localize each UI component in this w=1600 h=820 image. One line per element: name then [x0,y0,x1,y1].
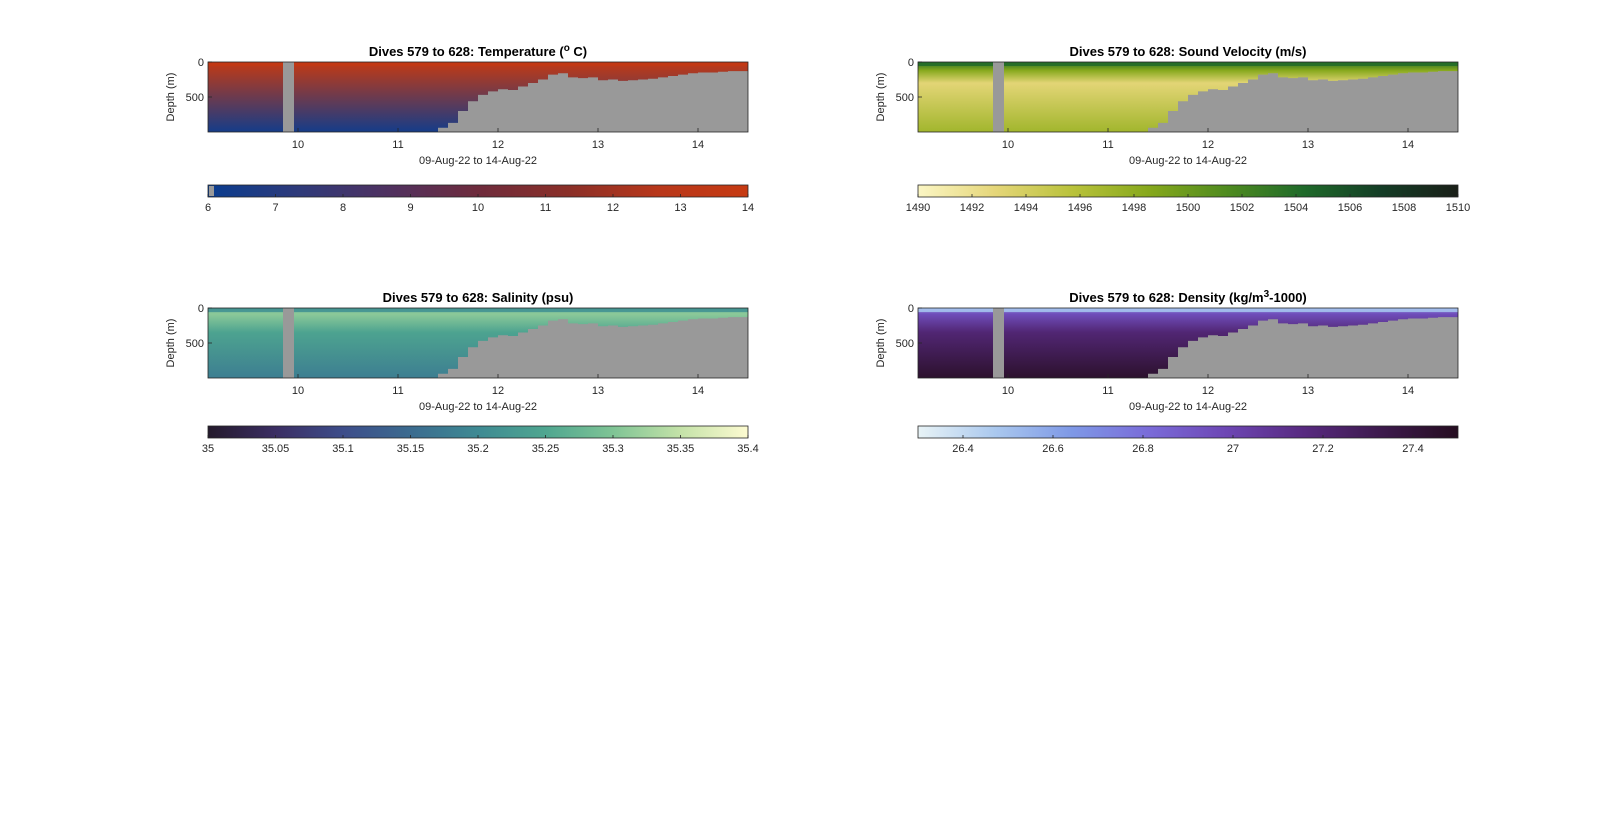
x-tick-label: 12 [492,139,504,151]
colorbar-tick-label: 1504 [1284,202,1308,214]
colorbar-tick-label: 35.15 [397,443,425,455]
x-tick-label: 11 [392,139,403,151]
colorbar-tick-label: 27.4 [1402,443,1423,455]
colorbar-tick-label: 1502 [1230,202,1254,214]
data-gap-column [993,62,1004,132]
chart-panel-temperature: Dives 579 to 628: Temperature (o C) 0 500 D… [165,43,754,214]
colorbar-tick-label: 35.1 [332,443,353,455]
x-axis-label: 09-Aug-22 to 14-Aug-22 [1129,401,1247,413]
colorbar-tick-label: 26.8 [1132,443,1153,455]
colorbar-tick-label: 35.2 [467,443,488,455]
chart-title: Dives 579 to 628: Temperature (o C) [369,43,587,59]
colorbar-tick-label: 35 [202,443,214,455]
x-tick-label: 11 [1102,385,1113,397]
surface-band [208,308,748,312]
y-tick-label: 0 [908,303,914,315]
colorbar-tick-label: 14 [742,202,754,214]
x-tick-label: 12 [1202,385,1214,397]
surface-band [208,62,748,66]
x-tick-label: 14 [1402,139,1414,151]
data-gap-column [993,308,1004,378]
x-tick-label: 13 [1302,139,1314,151]
colorbar-tick-label: 1508 [1392,202,1416,214]
y-tick-label: 500 [896,338,914,350]
x-tick-label: 12 [492,385,504,397]
colorbar-tick-label: 1498 [1122,202,1146,214]
colorbar-tick-label: 13 [674,202,686,214]
y-tick-label: 0 [908,57,914,69]
colorbar-tick-label: 1510 [1446,202,1470,214]
x-axis-label: 09-Aug-22 to 14-Aug-22 [1129,155,1247,167]
chart-title: Dives 579 to 628: Sound Velocity (m/s) [1070,44,1307,59]
seafloor-nodata-area [918,316,1458,378]
x-tick-label: 12 [1202,139,1214,151]
seafloor-nodata-area [918,70,1458,132]
y-tick-label: 500 [186,338,204,350]
colorbar-tick-label: 1494 [1014,202,1038,214]
colorbar-tick-label: 1490 [906,202,930,214]
y-tick-label: 0 [198,57,204,69]
colorbar-tick-label: 1496 [1068,202,1092,214]
chart-panel-sound-velocity: Dives 579 to 628: Sound Velocity (m/s) 0 5… [875,44,1470,214]
x-tick-label: 14 [692,139,704,151]
colorbar-tick-label: 1506 [1338,202,1362,214]
x-tick-label: 10 [1002,385,1014,397]
colorbar-tick-label: 26.6 [1042,443,1063,455]
chart-panel-salinity: Dives 579 to 628: Salinity (psu) 0 500 Dept… [165,290,759,455]
colorbar-tick-label: 7 [272,202,278,214]
surface-band [918,62,1458,66]
x-axis-label: 09-Aug-22 to 14-Aug-22 [419,401,537,413]
seafloor-nodata-area [208,70,748,132]
surface-band [918,308,1458,312]
data-gap-column [283,308,294,378]
chart-panel-density: Dives 579 to 628: Density (kg/m3-1000) 0 5… [875,289,1459,455]
x-tick-label: 13 [592,139,604,151]
colorbar-tick-label: 35.05 [262,443,290,455]
x-tick-label: 10 [292,385,304,397]
seafloor-nodata-area [208,316,748,378]
colorbar-tick-label: 35.35 [667,443,695,455]
y-tick-label: 0 [198,303,204,315]
x-tick-label: 10 [1002,139,1014,151]
y-axis-label: Depth (m) [165,319,177,368]
colorbar-tick-label: 6 [205,202,211,214]
colorbar-tick-label: 1492 [960,202,984,214]
y-axis-label: Depth (m) [165,73,177,122]
y-axis-label: Depth (m) [875,73,887,122]
colorbar-nodata-swatch [209,186,214,196]
colorbar-tick-label: 26.4 [952,443,973,455]
data-gap-column [283,62,294,132]
colorbar-tick-label: 1500 [1176,202,1200,214]
x-tick-label: 11 [1102,139,1113,151]
chart-title: Dives 579 to 628: Salinity (psu) [383,290,574,305]
x-tick-label: 10 [292,139,304,151]
colorbar-tick-label: 8 [340,202,346,214]
colorbar [917,425,1459,439]
colorbar-tick-label: 9 [407,202,413,214]
y-tick-label: 500 [896,92,914,104]
x-tick-label: 13 [592,385,604,397]
x-axis-label: 09-Aug-22 to 14-Aug-22 [419,155,537,167]
colorbar-tick-label: 27.2 [1312,443,1333,455]
colorbar-tick-label: 27 [1227,443,1239,455]
x-tick-label: 14 [692,385,704,397]
colorbar-tick-label: 10 [472,202,484,214]
x-tick-label: 13 [1302,385,1314,397]
colorbar-tick-label: 35.4 [737,443,758,455]
x-tick-label: 14 [1402,385,1414,397]
colorbar-tick-label: 35.25 [532,443,560,455]
chart-title: Dives 579 to 628: Density (kg/m3-1000) [1069,289,1307,305]
y-axis-label: Depth (m) [875,319,887,368]
colorbar-tick-label: 35.3 [602,443,623,455]
colorbar-tick-label: 11 [540,202,551,214]
y-tick-label: 500 [186,92,204,104]
x-tick-label: 11 [392,385,403,397]
colorbar-tick-label: 12 [607,202,619,214]
